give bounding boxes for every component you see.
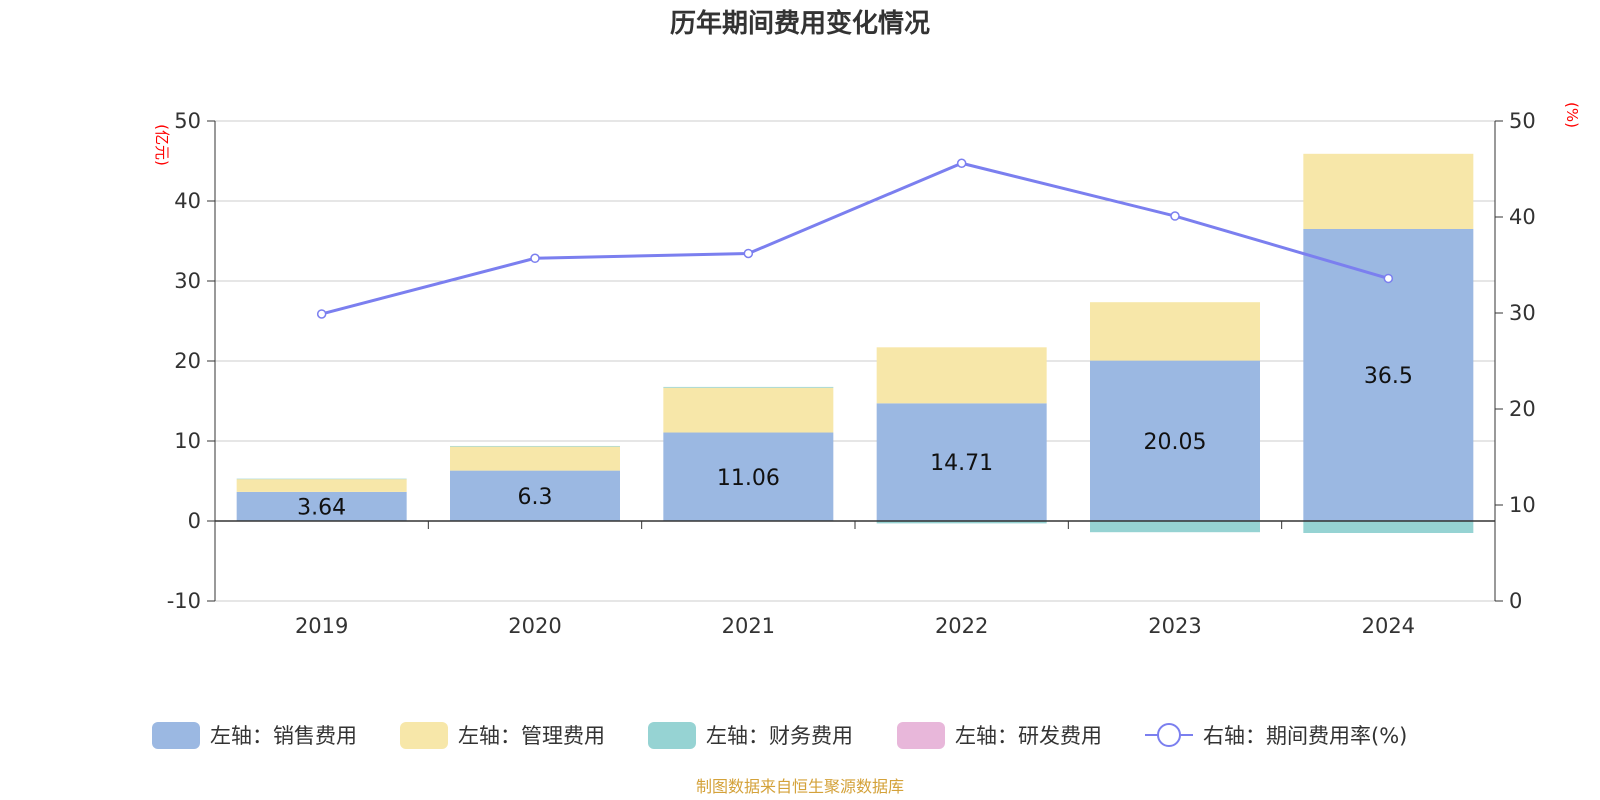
bars (236, 153, 1474, 533)
bar-value-label: 3.64 (297, 495, 346, 520)
bar-value-label: 11.06 (717, 466, 780, 491)
left-tick-label: 0 (188, 509, 201, 533)
legend-swatch (400, 722, 448, 749)
bar-value-label: 36.5 (1364, 364, 1413, 389)
rate-line (316, 158, 1394, 319)
left-tick-label: 40 (174, 189, 201, 213)
category-label: 2020 (508, 614, 561, 638)
left-tick-label: 10 (174, 429, 201, 453)
left-axis-unit: (亿元) (153, 124, 171, 166)
rate-point (956, 158, 967, 168)
legend-label: 左轴：研发费用 (955, 724, 1102, 748)
rate-line-path (321, 161, 1389, 316)
rate-point (743, 248, 754, 259)
rate-point (530, 253, 540, 264)
bar-左轴：销售费用 (663, 432, 834, 521)
legend-label: 左轴：销售费用 (210, 724, 357, 748)
legend-swatch (648, 722, 696, 749)
right-axis-unit: (%) (1563, 102, 1581, 128)
bar-左轴：财务费用 (1090, 521, 1260, 533)
bar-左轴：销售费用 (876, 403, 1047, 521)
left-tick-label: 50 (174, 109, 201, 133)
bar-左轴：财务费用 (450, 445, 620, 447)
bar-value-label: 6.3 (518, 485, 553, 510)
bar-value-label: 20.05 (1144, 430, 1207, 455)
rate-point (316, 309, 327, 319)
category-label: 2024 (1362, 614, 1415, 638)
bar-左轴：销售费用 (1090, 360, 1260, 521)
legend-label: 左轴：管理费用 (458, 724, 605, 748)
left-tick-label: -10 (167, 589, 201, 613)
rate-point (1383, 273, 1394, 284)
bar-value-label: 14.71 (930, 451, 993, 476)
bar-左轴：管理费用 (450, 446, 620, 471)
right-tick-label: 50 (1509, 109, 1536, 133)
rate-point (1170, 211, 1180, 221)
data-labels: 3.64 6.3 11.06 14.71 20.05 36.5 (297, 364, 1413, 520)
category-label: 2019 (295, 614, 348, 638)
category-label: 2022 (935, 614, 988, 638)
bar-左轴：管理费用 (876, 347, 1047, 404)
legend-point-swatch (1157, 723, 1181, 747)
right-tick-label: 30 (1509, 301, 1536, 325)
chart-title: 历年期间费用变化情况 (670, 8, 930, 39)
right-tick-label: 40 (1509, 205, 1536, 229)
bar-左轴：财务费用 (876, 521, 1047, 524)
right-tick-label: 10 (1509, 493, 1536, 517)
source-note: 制图数据来自恒生聚源数据库 (696, 777, 904, 796)
legend: 左轴：销售费用 左轴：管理费用 左轴：财务费用 左轴：研发费用 右轴：期间费用率(%) (152, 722, 1407, 749)
bar-左轴：管理费用 (236, 479, 407, 492)
gridlines (215, 120, 1495, 602)
bar-左轴：财务费用 (663, 386, 834, 388)
bar-左轴：销售费用 (236, 491, 407, 521)
category-label: 2023 (1148, 614, 1201, 638)
category-label: 2021 (722, 614, 775, 638)
legend-label: 左轴：财务费用 (706, 724, 853, 748)
bar-左轴：财务费用 (236, 478, 407, 480)
bar-左轴：财务费用 (1303, 521, 1474, 533)
legend-swatch (897, 722, 945, 749)
bar-左轴：管理费用 (663, 387, 834, 433)
legend-swatch (152, 722, 200, 749)
bar-左轴：管理费用 (1303, 153, 1474, 229)
bar-左轴：销售费用 (450, 470, 620, 521)
right-tick-label: 0 (1509, 589, 1522, 613)
axes: 50 40 30 20 10 0 -10 50 40 30 20 10 0 2019 2020 2021 202… (167, 109, 1536, 638)
left-tick-label: 30 (174, 269, 201, 293)
legend-label: 右轴：期间费用率(%) (1203, 724, 1407, 748)
right-tick-label: 20 (1509, 397, 1536, 421)
bar-左轴：管理费用 (1090, 302, 1260, 361)
left-tick-label: 20 (174, 349, 201, 373)
